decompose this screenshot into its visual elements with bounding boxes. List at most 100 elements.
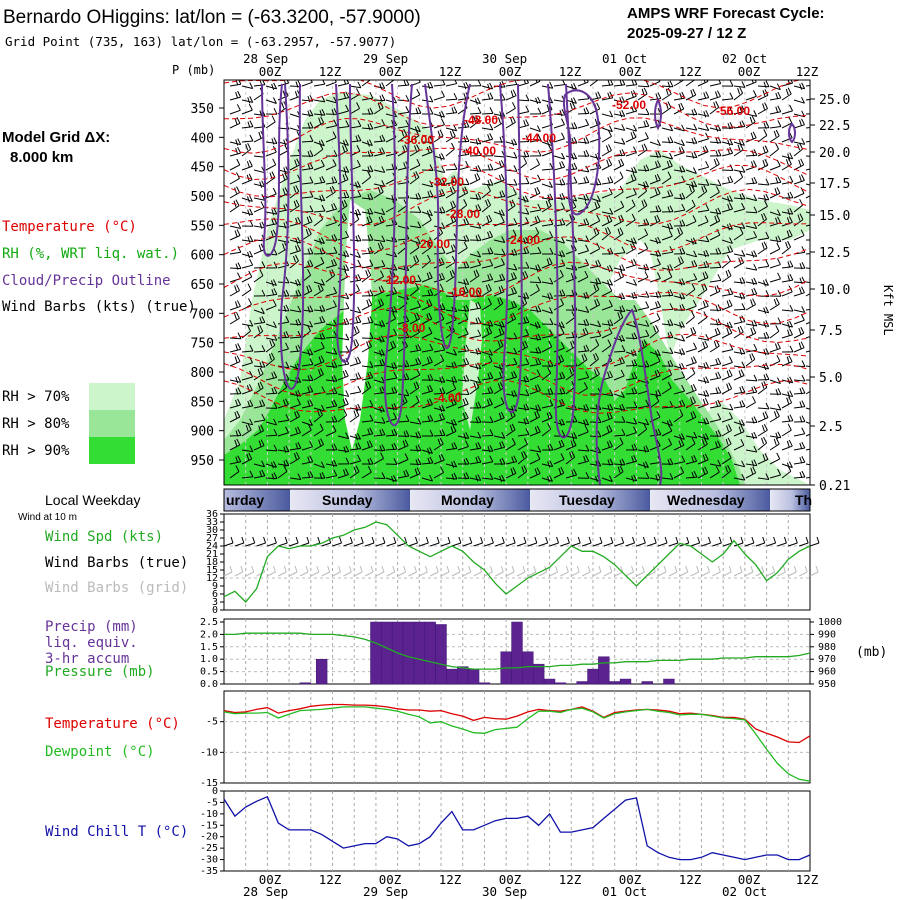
wind-barb [529,158,541,171]
wind-barb-true [636,536,646,547]
wind-barb [373,270,384,283]
wind-barb [385,362,398,370]
wind-barb [769,377,781,385]
windchill-line [223,795,811,861]
wind-barb [517,261,530,269]
wind-barb [349,102,360,115]
y-tick-label: 15 [206,565,218,576]
wind-barb [313,108,326,117]
wind-barb [769,437,780,451]
pressure-tick-label: 550 [191,219,214,234]
wind-barb [325,469,338,479]
wind-barb [589,416,602,424]
y-tick-label: -15 [200,820,218,831]
pressure-tick-label: 700 [191,307,214,322]
wind-barb [529,107,542,115]
wind-barb [709,90,721,101]
wind-barb [457,312,469,325]
wind-barb [409,417,422,425]
wind-barb [733,202,746,213]
wind-barb-true [733,536,744,547]
wind-barb [505,438,516,451]
wind-barb [769,142,780,157]
wind-barb [541,218,554,227]
wind-barb [433,153,445,161]
wind-barb [325,131,337,143]
wind-barb [805,407,810,410]
wind-barb [793,427,806,437]
wind-barb-true [625,536,635,547]
wind-barb [601,130,612,143]
legend-wind-barbs: Wind Barbs (kts) (true) [2,299,196,315]
wind-barb-true [440,536,451,547]
wind-barb [445,425,457,437]
precip-bar [511,621,523,685]
windchill-series [223,795,811,861]
wind-barb [529,452,541,465]
wind-barb [721,237,733,244]
wind-barb [325,348,338,355]
wind-barb [697,110,710,118]
wind-barb [289,410,301,423]
wind-barb [445,442,458,451]
wind-barb [337,457,350,465]
wind-barb [445,80,458,87]
wind-barb [457,278,470,286]
wind-barb [421,414,434,423]
wind-barb [421,213,432,227]
temp-label-minus4: -4.00 [434,391,462,405]
wind-barb-true [451,536,462,547]
bottom-date-labels: 28 Sep 29 Sep 30 Sep 01 Oct 02 Oct [243,884,767,899]
wind-barb [589,214,601,227]
wind-barb-true [777,536,787,547]
wind-barb [577,472,590,479]
wind-barb [433,376,446,384]
wind-barbs-grid [223,565,819,577]
wind-barb [793,341,805,353]
precip-bar [576,681,588,685]
wind-barb [373,444,386,452]
wind-barb [577,218,590,227]
wind-barb [421,447,433,455]
wind-barb [529,404,542,412]
wind-barb [745,416,758,424]
bottom-date-1: 28 Sep [243,884,288,899]
wind-barb [361,259,374,269]
wind-barb [613,311,624,325]
wind-barb [769,388,782,396]
wind-barb [529,445,542,453]
windchill-panel-frame [223,790,811,872]
wind-barb [469,106,482,115]
y-tick-label: 0.5 [200,667,218,678]
wind-barb [601,319,614,327]
wind-barb [577,149,590,158]
wind-barb [805,293,810,297]
wind-barb [781,240,792,255]
wind-barb [301,385,314,395]
wind-barb [421,384,434,395]
wind-barb [457,397,469,409]
wind-barb [805,390,810,395]
wind-barb-grid [777,565,786,577]
wind-barb [301,440,313,451]
wind-barb [421,373,434,382]
wind-barb [337,369,349,381]
precip-bar [424,621,436,685]
pressure-tick-label: 350 [191,102,214,117]
wind-barb [313,204,326,213]
wind-barb [757,121,770,129]
y-tick-label: 2.5 [200,617,218,628]
wind-barb-true [766,536,777,547]
wind-barb [529,203,542,213]
wind-barb [757,241,768,255]
wind-barb [301,247,314,255]
wind-barb [757,373,770,381]
wind-barb [253,367,264,381]
y-tick-label: -30 [200,855,218,866]
wind-barb [625,279,637,286]
wind-barb [649,355,661,367]
wind-barb [685,273,698,283]
wind-barb [529,467,541,479]
wind-barb [541,307,553,314]
